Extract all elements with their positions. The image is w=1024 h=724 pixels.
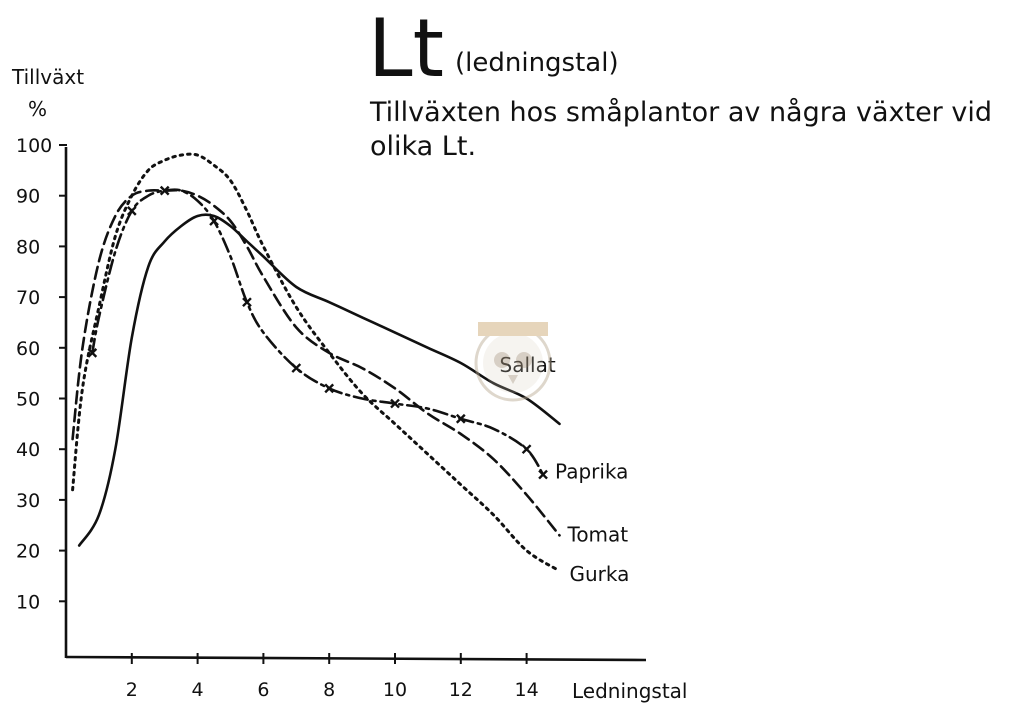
x-tick-label: 12 [449,679,473,701]
series-labels: Sallat Paprika Tomat Gurka [500,353,630,586]
series-label-gurka: Gurka [570,562,630,586]
series-marker [209,216,219,226]
y-tick-label: 70 [16,287,40,309]
series-line-sallat [77,213,561,547]
y-tick-label: 30 [16,490,40,512]
y-tick-label: 100 [16,135,52,157]
y-tick-label: 40 [16,439,40,461]
series-marker [521,444,532,455]
x-tick-label: 8 [323,679,335,701]
series-line-gurka [71,152,561,573]
chart-title: Lt [368,2,444,95]
x-tick-label: 4 [192,679,204,701]
x-axis-line [65,655,647,662]
series-marker [455,413,466,424]
series-lines [71,152,561,573]
y-tick-label: 20 [16,541,40,563]
x-tick-label: 14 [515,679,539,701]
chart-title-note: (ledningstal) [455,48,619,78]
series-label-sallat: Sallat [500,353,556,377]
y-tick-label: 10 [16,591,40,613]
x-tick-label: 6 [257,679,269,701]
x-axis-label: Ledningstal [572,679,687,703]
y-axis-unit: % [28,97,47,121]
y-axis-label: Tillväxt [11,65,84,89]
y-tick-label: 80 [16,236,40,258]
series-marker [538,469,548,480]
x-tick-label: 10 [383,679,407,701]
chart-subtitle: Tillväxten hos småplantor av några växte… [370,97,992,162]
series-label-tomat: Tomat [567,522,629,546]
series-marker [324,383,335,394]
x-ticks: 2 4 6 8 10 12 14 [126,653,539,701]
y-ticks: 10 20 30 40 50 60 70 80 90 100 [16,135,67,613]
x-tick-label: 2 [126,679,138,701]
y-tick-label: 60 [16,338,40,360]
y-tick-label: 50 [16,389,40,411]
y-tick-label: 90 [16,186,40,208]
series-marker [291,363,302,373]
series-label-paprika: Paprika [555,460,628,484]
series-marker [126,206,137,216]
watermark-logo [474,322,552,402]
series-line-tomat [71,188,561,537]
series-marker [242,297,252,308]
series-marker [390,398,400,409]
series-line-paprika [91,188,545,476]
